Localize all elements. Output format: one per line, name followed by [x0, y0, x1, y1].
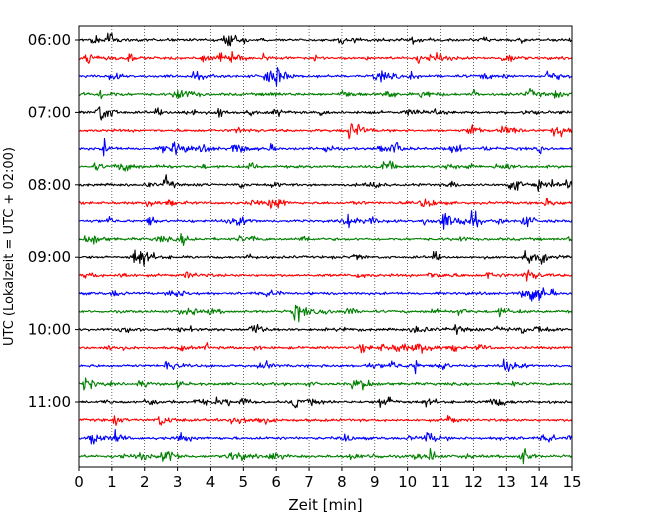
- x-tick-label: 10: [398, 473, 417, 491]
- x-tick-label: 12: [464, 473, 483, 491]
- seismic-trace: [79, 414, 573, 426]
- x-tick-label: 6: [271, 473, 281, 491]
- trace-group: [78, 32, 573, 465]
- seismic-trace: [78, 233, 573, 247]
- x-axis-label: Zeit [min]: [288, 496, 362, 514]
- seismic-trace: [78, 210, 573, 230]
- y-tick-label: 11:00: [28, 393, 71, 411]
- x-tick-label: 4: [206, 473, 216, 491]
- y-axis-label: UTC (Lokalzeit = UTC + 02:00): [2, 147, 17, 346]
- seismic-trace: [78, 174, 573, 192]
- seismic-trace: [78, 50, 573, 64]
- seismic-trace: [78, 87, 573, 100]
- seismic-trace: [78, 287, 573, 302]
- seismic-trace: [78, 428, 573, 445]
- y-tick-label: 07:00: [28, 103, 71, 121]
- seismic-trace: [78, 249, 573, 267]
- seismic-trace: [78, 377, 573, 391]
- seismic-trace: [78, 396, 573, 409]
- x-tick-label: 14: [530, 473, 549, 491]
- x-tick-label: 0: [74, 473, 84, 491]
- x-tick-label: 11: [431, 473, 450, 491]
- seismic-trace: [78, 197, 573, 209]
- x-tick-label: 8: [337, 473, 347, 491]
- x-axis-ticks: 0 1 2 3 4 5 6 7 8 9 10 11 12 13 14 15: [74, 467, 582, 491]
- seismic-trace: [78, 137, 573, 157]
- seismic-trace: [78, 304, 573, 323]
- x-tick-label: 3: [173, 473, 183, 491]
- y-tick-label: 08:00: [28, 176, 71, 194]
- seismic-trace: [78, 67, 573, 87]
- seismic-trace: [79, 123, 573, 140]
- seismic-trace: [78, 106, 573, 121]
- y-axis-ticks: 06:00 07:00 08:00 09:00 10:00 11:00: [28, 31, 79, 411]
- x-tick-label: 5: [239, 473, 249, 491]
- seismic-trace: [79, 269, 573, 282]
- y-tick-label: 09:00: [28, 248, 71, 266]
- plot-frame: [78, 25, 573, 468]
- x-tick-label: 7: [304, 473, 314, 491]
- x-tick-label: 15: [562, 473, 581, 491]
- seismic-trace: [78, 342, 573, 354]
- seismic-trace: [78, 32, 573, 47]
- x-tick-label: 1: [107, 473, 117, 491]
- x-tick-label: 9: [370, 473, 380, 491]
- y-tick-label: 06:00: [28, 31, 71, 49]
- seismic-trace: [78, 160, 573, 172]
- seismic-trace: [78, 447, 573, 465]
- x-tick-label: 13: [497, 473, 516, 491]
- seismic-trace: [78, 323, 573, 336]
- seismic-trace: [78, 358, 573, 375]
- x-tick-label: 2: [140, 473, 150, 491]
- y-tick-label: 10:00: [28, 321, 71, 339]
